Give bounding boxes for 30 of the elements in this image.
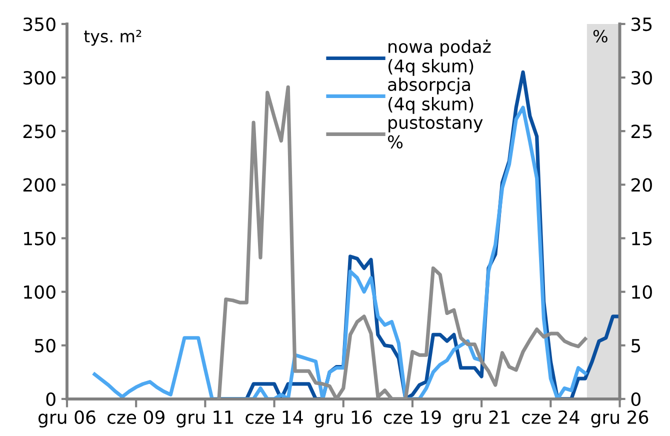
x-tick-label: gru 21 [453, 410, 510, 428]
y-tick-label: 150 [24, 232, 56, 246]
x-tick-label: gru 26 [591, 410, 648, 428]
x-tick-label: cze 24 [522, 410, 580, 424]
y2-tick-label: 20 [631, 178, 652, 192]
y2-tick-label: 25 [631, 124, 652, 138]
y-tick-label: 50 [35, 338, 56, 352]
y2-axis-title: % [593, 30, 608, 43]
x-tick-label: gru 11 [176, 410, 234, 428]
y2-tick-label: 30 [632, 71, 652, 85]
y2-tick-label: 10 [632, 285, 652, 299]
x-tick-label: cze 09 [107, 410, 164, 424]
y-tick-label: 350 [23, 17, 56, 32]
y2-tick-label: 5 [632, 339, 640, 352]
legend-label: nowa podaż (4q skum) [388, 40, 491, 76]
x-tick-label: gru 16 [314, 410, 372, 428]
legend-label: pustostany % [388, 116, 483, 148]
y-tick-label: 250 [23, 124, 56, 138]
y-tick-label: 200 [23, 178, 56, 192]
y2-tick-label: 35 [632, 17, 652, 32]
y-tick-label: 300 [23, 71, 56, 85]
y2-tick-label: 0 [631, 392, 640, 406]
x-tick-label: cze 19 [384, 410, 441, 424]
x-tick-label: gru 06 [38, 410, 96, 428]
y-tick-label: 0 [46, 392, 56, 406]
x-tick-label: cze 14 [246, 410, 303, 424]
y2-tick-label: 15 [632, 232, 652, 246]
y-axis-title: tys. m² [84, 30, 142, 46]
legend-label: absorpcja (4q skum) [388, 78, 474, 114]
y-tick-label: 100 [24, 285, 56, 299]
